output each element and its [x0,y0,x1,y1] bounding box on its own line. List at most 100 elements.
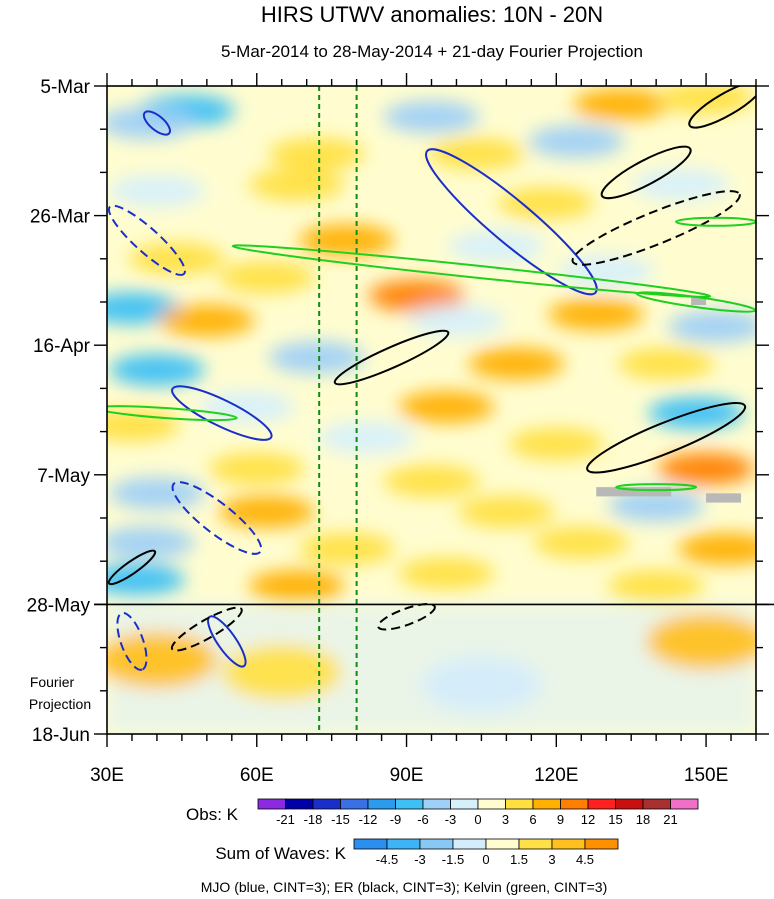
anomaly-patch [107,563,185,596]
colorbar-cell [518,838,553,850]
colorbar-level-label: -6 [417,812,429,827]
colorbar-level-label: 21 [663,812,677,827]
anomaly-patch [298,224,395,257]
colorbar-level-label: -4.5 [376,852,398,867]
colorbar-cell [551,838,586,850]
er-contour [600,145,692,200]
colorbar-level-label: -9 [390,812,402,827]
mjo-contour [107,204,186,276]
colorbar-cell [485,838,520,850]
obs-colorbar: -21 -18 -15 -12 -9 -6 -3 0 3 6 9 12 15 18 21 [257,798,699,827]
colorbar-level-label: 18 [636,812,650,827]
colorbar-level-label: 1.5 [510,852,528,867]
er-contour [688,86,756,129]
colorbar-cell [386,838,421,850]
colorbar-cell [560,798,589,810]
anomaly-patch [633,168,730,201]
kelvin-contour [107,405,238,422]
kelvin-contour [615,483,698,492]
missing-data-patch [596,487,672,497]
anomaly-patch [398,557,495,590]
colorbar-level-label: -21 [276,812,295,827]
kelvin-contour [675,216,756,227]
anomaly-patch [107,631,217,688]
anomaly-patch [428,137,525,170]
colorbar-cell [587,798,616,810]
x-tick-label: 90E [390,765,424,786]
anomaly-patch [421,656,542,713]
colorbar-cell [642,798,671,810]
missing-data-patch [691,295,707,306]
er-contour [586,402,747,474]
chart-title: HIRS UTWV anomalies: 10N - 20N [261,2,603,27]
colorbar-level-label: 3 [548,852,555,867]
anomaly-patch [128,242,225,275]
x-tick-label: 60E [240,765,274,786]
colorbar-cell [257,798,286,810]
x-tick-label: 30E [90,765,124,786]
colorbar-level-label: 0 [482,852,489,867]
colorbar-cell [285,798,314,810]
colorbar-level-label: -1.5 [442,852,464,867]
y-tick-label: 7-May [37,466,90,487]
colorbar-level-label: -3 [445,812,457,827]
y-axis: 5-Mar 26-Mar 16-Apr 7-May 28-May 18-Jun [27,77,769,746]
anomaly-patch [107,526,195,559]
anomaly-patch [108,174,205,207]
colorbar-level-label: -15 [331,812,350,827]
colorbar-cell [422,798,451,810]
colorbar-cell [395,798,424,810]
obs-colorbar-label: Obs: K [186,805,239,824]
mjo-contour [142,110,171,136]
wave-footnote: MJO (blue, CINT=3); ER (black, CINT=3); … [201,879,608,895]
y-tick-label: 26-Mar [30,207,91,228]
y-tick-label: 28-May [27,595,91,616]
anomaly-patch [668,310,756,343]
anomaly-patch [268,341,365,374]
colorbar-cell [532,798,561,810]
colorbar-cell [367,798,396,810]
colorbar-level-label: -3 [414,852,426,867]
anomaly-patch [468,347,565,380]
anomaly-patch [221,644,342,701]
mjo-contour [207,615,247,668]
anomaly-patch [383,464,480,497]
mjo-contour [171,481,263,555]
colorbar-level-label: 0 [474,812,481,827]
anomaly-patch [608,489,705,522]
er-contour [170,606,243,652]
colorbar-cell [615,798,644,810]
mjo-contour [116,611,148,671]
y-tick-label: 18-Jun [32,725,90,746]
anomaly-patch [528,125,625,158]
anomaly-patch [298,532,395,565]
x-tick-label: 150E [684,765,728,786]
colorbar-level-label: 9 [557,812,564,827]
anomaly-patch [158,304,255,337]
anomaly-patch [548,298,645,331]
anomaly-patch [398,390,495,423]
anomaly-patch [608,569,705,602]
colorbar-cell [505,798,534,810]
x-axis: 30E 60E 90E 120E 150E [90,73,757,786]
waves-colorbar-label: Sum of Waves: K [215,844,346,863]
colorbar-cell [340,798,369,810]
mjo-contour [425,148,598,296]
anomaly-patch [573,88,670,121]
anomaly-patch [107,107,195,140]
colorbar-cell [450,798,479,810]
mjo-contour [171,385,273,441]
anomaly-patch [108,477,205,510]
x-tick-label: 120E [534,765,578,786]
colorbar-cell [477,798,506,810]
waves-colorbar: -4.5 -3 -1.5 0 1.5 3 4.5 [353,838,619,867]
anomaly-patch [208,452,305,485]
anomaly-patch [248,569,345,602]
anomaly-patch [533,526,630,559]
anomaly-patch [458,495,555,528]
anomaly-patch [248,168,345,201]
anomaly-patch [268,137,365,170]
colorbar-cell [353,838,388,850]
er-contour [107,549,157,586]
